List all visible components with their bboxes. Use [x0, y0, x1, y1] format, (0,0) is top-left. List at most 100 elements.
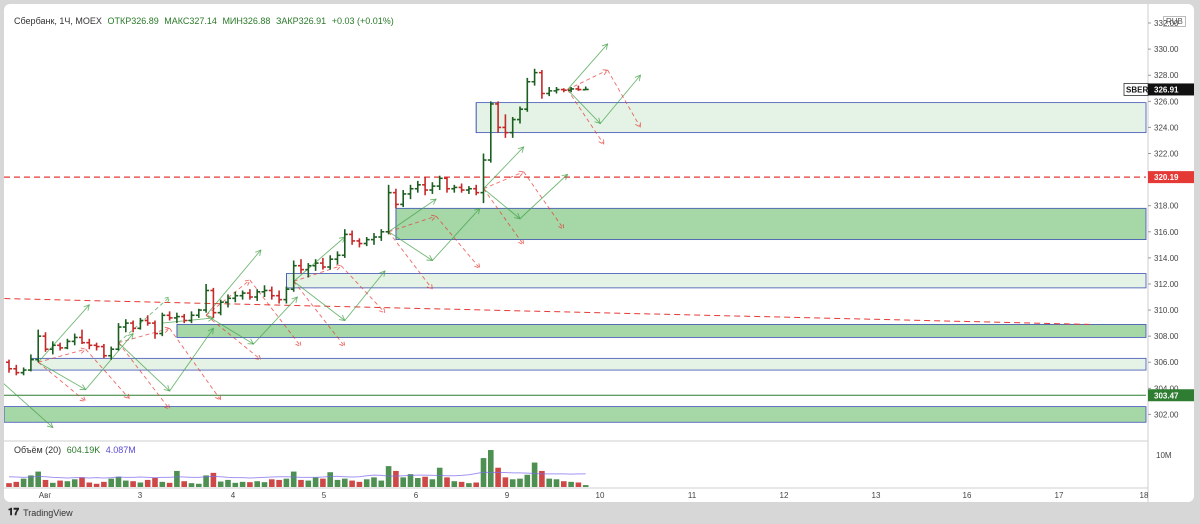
currency-badge[interactable]: RUB	[1163, 16, 1186, 27]
price-bar	[385, 184, 392, 235]
price-bar	[509, 116, 516, 138]
volume-bar	[188, 483, 195, 487]
price-bar	[181, 313, 188, 324]
projection-arrow-30	[205, 314, 262, 361]
volume-bar	[568, 481, 574, 487]
volume-bar	[225, 479, 231, 487]
y-tick-label: 316.00	[1154, 228, 1179, 237]
y-tick-label: 310.00	[1154, 306, 1179, 315]
price-bar	[246, 289, 253, 300]
volume-bar	[407, 474, 414, 487]
price-bar	[261, 285, 268, 298]
projection-arrow-37	[118, 342, 171, 410]
volume-bar	[517, 478, 523, 487]
y-tick-label: 326.00	[1154, 97, 1179, 106]
price-bar	[42, 332, 49, 352]
x-tick-label: 6	[414, 491, 419, 500]
projection-arrow-7	[483, 146, 525, 190]
volume-bar	[473, 482, 479, 487]
volume-bar	[42, 479, 49, 487]
projection-arrow-27	[253, 296, 298, 345]
support-zone-3	[285, 273, 1147, 289]
symbol-tag-text: SBER	[1126, 85, 1148, 94]
chart-panel[interactable]: 302.00 304.00 306.00 308.00 310.00 312.00 314.…	[4, 4, 1194, 502]
price-bar	[575, 85, 582, 91]
price-bar	[495, 101, 502, 133]
volume-bar	[123, 480, 129, 487]
volume-bar	[553, 479, 560, 487]
volume-bar	[108, 478, 114, 487]
volume-legend: Объём (20) 604.19K 4.087M	[14, 445, 139, 455]
volume-bar	[247, 482, 253, 487]
volume-bar	[137, 482, 144, 487]
price-bar	[159, 312, 166, 337]
projection-arrow-29	[249, 279, 302, 348]
projection-arrow-10	[483, 170, 525, 190]
volume-bar	[371, 477, 377, 487]
projection-arrow-40	[85, 332, 134, 390]
volume-bar	[524, 474, 531, 487]
volume-bar	[393, 470, 399, 487]
support-zone-2	[395, 207, 1147, 241]
price-bar	[407, 184, 414, 200]
price-bar	[173, 312, 180, 324]
price-bar	[298, 259, 304, 274]
price-bar	[480, 153, 487, 204]
projection-arrow-11	[523, 171, 565, 230]
volume-bar	[327, 472, 333, 487]
price-bar	[79, 329, 85, 344]
projection-arrow-5	[607, 69, 641, 129]
price-bar	[144, 315, 151, 326]
price-bar	[57, 342, 64, 351]
legend-change: +0.03 (+0.01%)	[331, 16, 394, 26]
price-bar	[122, 319, 129, 333]
volume-bar	[130, 481, 136, 487]
price-bar	[378, 229, 385, 241]
price-bar	[166, 311, 173, 321]
volume-label[interactable]: Объём (20)	[14, 445, 62, 455]
price-chart[interactable]: 302.00 304.00 306.00 308.00 310.00 312.00 314.…	[4, 4, 1194, 502]
projection-arrow-25	[205, 249, 262, 316]
y-tick-label: 332.00	[1154, 19, 1179, 28]
volume-bar	[159, 481, 166, 487]
projection-arrow-22	[293, 264, 343, 282]
tradingview-logo-icon[interactable]: 𝟏𝟕	[8, 507, 20, 518]
volume-bar	[582, 485, 589, 487]
price-bar	[400, 190, 407, 207]
x-tick-label: 9	[505, 491, 510, 500]
legend-symbol[interactable]: Сбербанк, 1Ч, MOEX	[14, 16, 102, 26]
price-bar	[451, 184, 458, 193]
price-bar	[210, 287, 217, 318]
price-bar	[422, 176, 429, 196]
footer-brand[interactable]: TradingView	[23, 507, 73, 518]
volume-bar	[269, 479, 275, 487]
price-bar	[195, 308, 202, 318]
price-bar	[115, 323, 122, 351]
price-bar	[553, 86, 560, 94]
price-bar	[276, 290, 283, 304]
price-bar	[473, 184, 480, 196]
price-bar	[341, 229, 348, 258]
price-bar	[349, 230, 356, 245]
volume-bar	[174, 470, 180, 487]
price-bar	[531, 68, 538, 86]
x-tick-label: 13	[872, 491, 881, 500]
volume-bar	[276, 479, 282, 487]
volume-bar	[451, 481, 458, 487]
volume-bar	[422, 476, 428, 487]
volume-bar	[203, 475, 209, 487]
price-bar	[232, 291, 239, 303]
x-tick-label: 18	[1140, 491, 1149, 500]
x-tick-label: 16	[963, 491, 972, 500]
volume-bar	[196, 483, 202, 487]
price-bar	[414, 180, 421, 193]
price-bar	[517, 106, 523, 124]
price-bar	[546, 86, 553, 97]
projection-arrow-1	[567, 43, 609, 90]
projection-arrow-13	[388, 198, 437, 233]
y-tick-label: 314.00	[1154, 254, 1179, 263]
price-bar	[356, 238, 363, 248]
price-bar	[327, 255, 334, 270]
volume-bar	[400, 477, 406, 487]
volume-bar	[488, 450, 494, 487]
